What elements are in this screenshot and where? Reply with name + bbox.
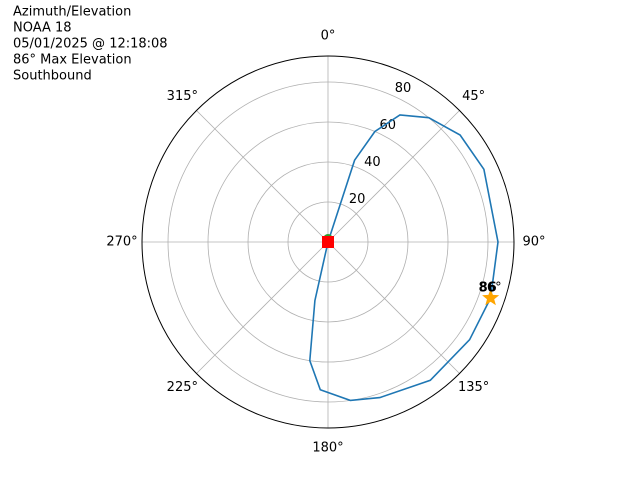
- r-tick-label: 80: [395, 81, 412, 96]
- grid-spoke: [327, 241, 460, 374]
- title-line: 86° Max Elevation: [13, 53, 132, 68]
- grid-spoke: [196, 110, 329, 243]
- theta-tick-label: 0°: [321, 29, 336, 44]
- title-line: Azimuth/Elevation: [13, 5, 131, 20]
- theta-tick-label: 180°: [312, 441, 343, 456]
- theta-tick-label: 135°: [458, 380, 489, 395]
- title-line: Southbound: [13, 69, 92, 84]
- theta-tick-label: 225°: [167, 380, 198, 395]
- title-line: 05/01/2025 @ 12:18:08: [13, 37, 168, 52]
- grid-spoke: [196, 241, 329, 374]
- polar-frame: [141, 55, 515, 429]
- max-label-bold: 86: [479, 280, 497, 295]
- max-label: 86°: [479, 280, 502, 295]
- theta-tick-label: 45°: [462, 89, 485, 104]
- r-tick-label: 60: [379, 118, 396, 133]
- pass-line: [308, 114, 499, 402]
- r-tick-label: 40: [364, 155, 381, 170]
- end-marker: [322, 236, 334, 248]
- r-tick-label: 20: [349, 192, 366, 207]
- theta-tick-label: 90°: [522, 235, 545, 250]
- theta-tick-label: 270°: [106, 235, 137, 250]
- max-marker: [482, 289, 500, 306]
- grid-spoke: [327, 110, 460, 243]
- title-line: NOAA 18: [13, 21, 72, 36]
- theta-tick-label: 315°: [167, 89, 198, 104]
